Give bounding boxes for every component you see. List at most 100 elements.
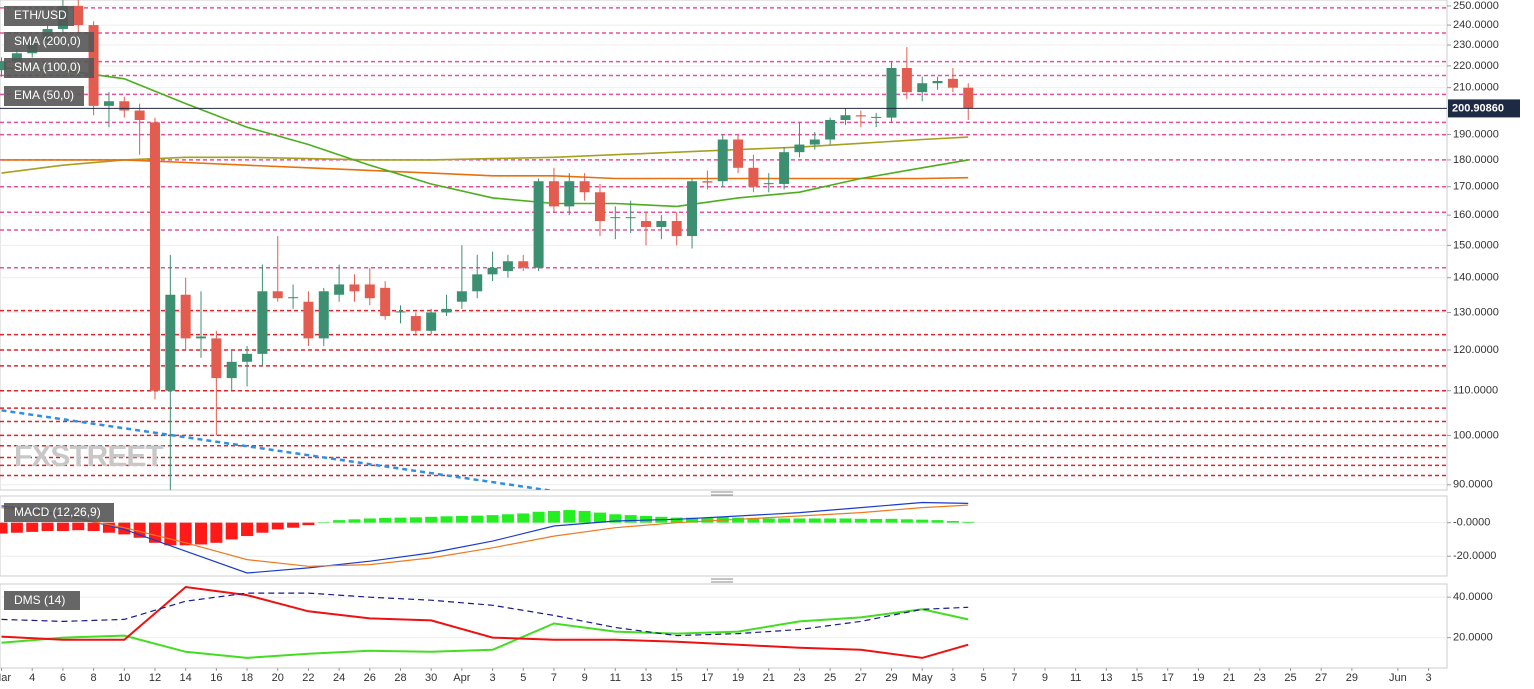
histogram-bar <box>394 517 407 523</box>
histogram-bar <box>379 517 392 523</box>
candle-body <box>809 139 820 145</box>
histogram-bar <box>287 522 300 528</box>
histogram-bar <box>148 522 161 543</box>
x-tick-label: 22 <box>302 672 314 684</box>
histogram-bar <box>640 515 653 523</box>
x-tick-label: Mar <box>0 672 11 684</box>
candle-body <box>533 181 544 268</box>
candle-body <box>502 261 513 272</box>
x-tick-label: 24 <box>333 672 345 684</box>
histogram-bar <box>87 522 100 532</box>
candle-body <box>149 122 160 391</box>
histogram-bar <box>409 517 422 523</box>
legend-label: SMA (100,0) <box>14 60 81 74</box>
candle-body <box>717 139 728 182</box>
histogram-bar <box>56 522 69 532</box>
legend-box <box>4 58 94 78</box>
candle-body <box>579 181 590 193</box>
histogram-bar <box>547 510 560 523</box>
y-tick-label: 250.0000 <box>1453 0 1499 12</box>
x-tick-label: 21 <box>1223 672 1235 684</box>
histogram-bar <box>10 522 23 533</box>
y-tick-label: 180.0000 <box>1453 154 1499 166</box>
candle-body <box>687 181 698 237</box>
histogram-bar <box>455 515 468 523</box>
panel-grip[interactable] <box>711 578 733 583</box>
histogram-bar <box>578 510 591 523</box>
candle-body <box>334 284 345 295</box>
watermark: FXSTREET <box>14 440 163 473</box>
histogram-bar <box>854 518 867 523</box>
candle-body <box>472 274 483 292</box>
y-tick-label: 120.0000 <box>1453 344 1499 356</box>
x-tick-label: 8 <box>91 672 97 684</box>
candle-body <box>886 68 897 118</box>
candle-body <box>288 297 299 299</box>
y-tick-label: -0.0000 <box>1453 517 1490 529</box>
histogram-bar <box>440 516 453 523</box>
x-tick-label: Jun <box>1389 672 1407 684</box>
histogram-bar <box>808 518 821 523</box>
candle-body <box>73 5 84 26</box>
x-tick-label: 23 <box>1254 672 1266 684</box>
histogram-bar <box>210 522 223 543</box>
histogram-bar <box>72 522 85 531</box>
candle-body <box>901 68 912 93</box>
histogram-bar <box>931 520 944 523</box>
candle-body <box>103 101 114 106</box>
y-tick-label: 20.0000 <box>1453 632 1493 644</box>
x-tick-label: 14 <box>180 672 192 684</box>
x-tick-label: 11 <box>610 672 621 684</box>
x-tick-label: 27 <box>855 672 867 684</box>
y-tick-label: 220.0000 <box>1453 60 1499 72</box>
x-tick-label: 17 <box>1162 672 1174 684</box>
x-tick-label: 19 <box>732 672 744 684</box>
histogram-bar <box>271 522 284 530</box>
candle-body <box>625 217 636 219</box>
y-tick-label: 90.0000 <box>1453 479 1493 491</box>
panel-grip[interactable] <box>711 491 733 496</box>
candle-body <box>917 83 928 93</box>
candle-body <box>303 301 314 339</box>
legend-label: MACD (12,26,9) <box>14 505 101 519</box>
legend-box <box>4 86 84 106</box>
histogram-bar <box>732 517 745 523</box>
histogram-bar <box>41 522 54 532</box>
moving-average <box>1 159 969 180</box>
legend-label: SMA (200,0) <box>14 34 81 48</box>
x-tick-label: 3 <box>490 672 496 684</box>
x-tick-label: 23 <box>793 672 805 684</box>
x-tick-label: 21 <box>763 672 775 684</box>
moving-average <box>1 67 969 208</box>
candle-body <box>0 61 7 71</box>
candle-body <box>702 181 713 183</box>
x-tick-label: 13 <box>1100 672 1112 684</box>
candle-body <box>134 110 145 121</box>
x-tick-label: 16 <box>210 672 222 684</box>
candle-body <box>272 291 283 299</box>
candle-body <box>840 115 851 121</box>
histogram-bar <box>563 510 576 523</box>
x-tick-label: 11 <box>1070 672 1081 684</box>
candle-body <box>748 167 759 187</box>
histogram-bar <box>778 518 791 523</box>
candle-body <box>196 336 207 339</box>
candle-body <box>794 144 805 153</box>
legend-box <box>4 503 114 522</box>
last-price-label: 200.90860 <box>1452 102 1504 114</box>
histogram-bar <box>225 522 238 540</box>
candle-body <box>594 192 605 222</box>
histogram-bar <box>425 516 438 523</box>
candle-body <box>963 87 974 109</box>
y-tick-label: 140.0000 <box>1453 272 1499 284</box>
y-tick-label: 150.0000 <box>1453 239 1499 251</box>
candle-body <box>947 78 958 88</box>
legend-label: ETH/USD <box>14 8 67 22</box>
x-tick-label: 15 <box>1131 672 1143 684</box>
candle-body <box>855 115 866 117</box>
x-tick-label: 19 <box>1192 672 1204 684</box>
x-tick-label: 9 <box>582 672 588 684</box>
histogram-bar <box>195 522 208 545</box>
x-tick-label: 12 <box>149 672 161 684</box>
histogram-bar <box>900 519 913 523</box>
